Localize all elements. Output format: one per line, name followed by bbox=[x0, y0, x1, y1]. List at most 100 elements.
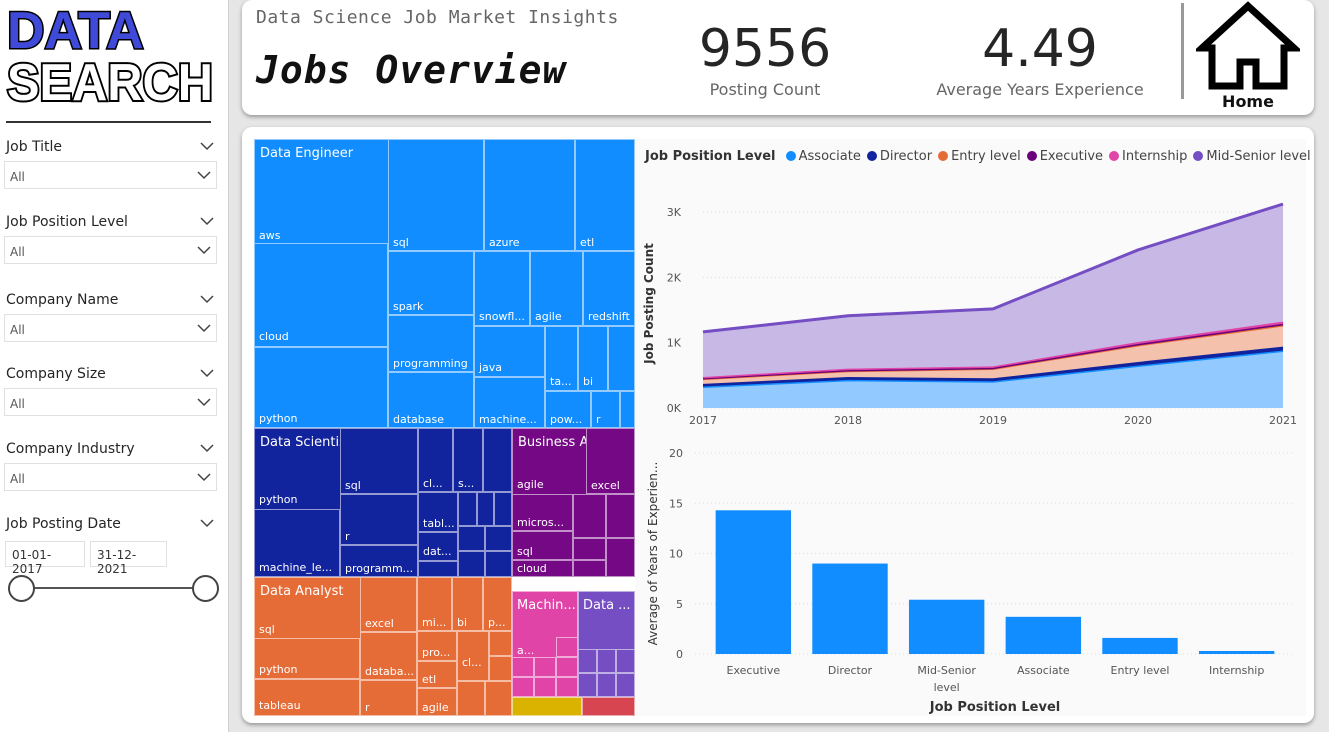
legend-item[interactable]: Executive bbox=[1026, 149, 1103, 164]
treemap-cell[interactable] bbox=[597, 649, 616, 673]
bar[interactable] bbox=[812, 563, 888, 654]
area-series[interactable] bbox=[703, 325, 1283, 384]
treemap-cell[interactable]: tabl... bbox=[418, 492, 458, 532]
start-date-input[interactable]: 01-01-2017 bbox=[5, 541, 85, 576]
treemap-cell[interactable]: micros... bbox=[512, 494, 573, 531]
treemap-cell[interactable]: p... bbox=[483, 577, 512, 631]
area-series[interactable] bbox=[703, 204, 1283, 377]
chevron-down-icon[interactable] bbox=[200, 443, 214, 453]
treemap-cell[interactable] bbox=[254, 243, 388, 347]
treemap-cell[interactable]: cloud bbox=[512, 560, 573, 577]
treemap-cell[interactable]: excel bbox=[360, 577, 417, 632]
treemap-cell[interactable]: redshift bbox=[583, 251, 635, 326]
treemap-cell[interactable]: sql bbox=[388, 139, 484, 251]
bar[interactable] bbox=[1198, 650, 1275, 654]
treemap-cell[interactable] bbox=[534, 657, 556, 677]
treemap-cell[interactable] bbox=[556, 637, 578, 657]
treemap-cell[interactable]: agile bbox=[417, 688, 457, 716]
treemap-cell[interactable]: mi... bbox=[417, 577, 452, 631]
treemap-cell[interactable] bbox=[608, 326, 635, 391]
treemap-cell[interactable] bbox=[418, 561, 458, 577]
bar[interactable] bbox=[908, 599, 985, 654]
treemap-cell[interactable]: r bbox=[340, 494, 418, 545]
treemap-cell[interactable]: s... bbox=[453, 428, 483, 492]
treemap-cell[interactable]: r bbox=[360, 680, 417, 716]
company-name-dropdown[interactable]: All bbox=[4, 314, 217, 342]
treemap-cell[interactable] bbox=[534, 677, 556, 697]
treemap-cell[interactable] bbox=[489, 631, 512, 656]
chevron-down-icon[interactable] bbox=[200, 294, 214, 304]
legend-item[interactable]: Mid-Senior level bbox=[1193, 149, 1311, 164]
treemap-cell[interactable]: sql bbox=[512, 531, 573, 560]
job-posting-area-chart[interactable]: 0K 1K 2K 3K 2017 2018 2019 2020 2021 Job Posting … bbox=[635, 139, 1306, 439]
date-slider-end-handle[interactable] bbox=[192, 575, 219, 602]
skills-treemap[interactable]: Data Engineer aws cloud python sql azure… bbox=[254, 139, 635, 716]
treemap-cell[interactable] bbox=[616, 649, 635, 673]
treemap-cell[interactable] bbox=[512, 677, 534, 697]
home-button[interactable]: Home bbox=[1192, 0, 1304, 112]
treemap-cell[interactable] bbox=[573, 560, 606, 577]
treemap-cell[interactable]: azure bbox=[484, 139, 575, 251]
legend-item[interactable]: Associate bbox=[785, 149, 861, 164]
legend-item[interactable]: Entry level bbox=[938, 149, 1021, 164]
treemap-cell[interactable]: ta... bbox=[545, 326, 578, 391]
treemap-cell[interactable]: pow... bbox=[545, 391, 591, 428]
chevron-down-icon[interactable] bbox=[200, 518, 214, 528]
treemap-cell[interactable] bbox=[512, 657, 534, 677]
company-size-dropdown[interactable]: All bbox=[4, 388, 217, 416]
treemap-cell[interactable] bbox=[556, 677, 578, 697]
treemap-cell[interactable] bbox=[458, 526, 485, 551]
treemap-cell[interactable]: bi bbox=[578, 326, 608, 391]
treemap-cell[interactable] bbox=[254, 638, 360, 679]
bar[interactable] bbox=[715, 510, 792, 654]
treemap-cell[interactable]: bi bbox=[452, 577, 483, 631]
chevron-down-icon[interactable] bbox=[200, 368, 214, 378]
treemap-cell[interactable]: dat... bbox=[418, 532, 458, 561]
treemap-cell[interactable]: etl bbox=[417, 661, 457, 688]
treemap-cell[interactable]: java bbox=[474, 326, 545, 377]
treemap-cell[interactable] bbox=[556, 657, 578, 677]
treemap-cell[interactable] bbox=[606, 494, 635, 538]
treemap-cell[interactable] bbox=[578, 673, 597, 697]
company-industry-dropdown[interactable]: All bbox=[4, 463, 217, 491]
legend-item[interactable]: Internship bbox=[1109, 149, 1187, 164]
treemap-cell[interactable] bbox=[458, 492, 477, 526]
treemap-cell[interactable] bbox=[458, 551, 485, 577]
bar[interactable] bbox=[1005, 616, 1082, 654]
treemap-cell[interactable] bbox=[254, 679, 360, 716]
treemap-cell[interactable] bbox=[477, 492, 494, 526]
chevron-down-icon[interactable] bbox=[200, 216, 214, 226]
legend-item[interactable]: Director bbox=[866, 149, 932, 164]
treemap-cell[interactable]: spark bbox=[388, 251, 474, 315]
treemap-cell[interactable] bbox=[485, 526, 512, 551]
treemap-cell[interactable] bbox=[485, 551, 512, 577]
treemap-cell[interactable]: cl... bbox=[457, 631, 489, 681]
job-position-level-dropdown[interactable]: All bbox=[4, 236, 217, 264]
treemap-cell[interactable] bbox=[606, 538, 635, 577]
treemap-cell[interactable]: programming bbox=[388, 315, 474, 372]
treemap-cell[interactable] bbox=[457, 681, 485, 716]
treemap-cell[interactable]: programm... bbox=[340, 545, 418, 577]
treemap-cell[interactable]: agile bbox=[530, 251, 583, 326]
treemap-cell[interactable]: r bbox=[591, 391, 620, 428]
treemap-cell[interactable]: database bbox=[388, 372, 474, 428]
treemap-cell[interactable]: snowfl... bbox=[474, 251, 530, 326]
treemap-cell[interactable] bbox=[616, 673, 635, 697]
treemap-cell[interactable] bbox=[578, 649, 597, 673]
treemap-cell[interactable]: cl... bbox=[418, 428, 453, 492]
treemap-group-small-yellow[interactable] bbox=[512, 697, 582, 716]
experience-bar-chart[interactable]: 0 5 10 15 20 Average of Years of Experien... E… bbox=[635, 439, 1306, 716]
end-date-input[interactable]: 31-12-2021 bbox=[90, 541, 167, 576]
treemap-cell[interactable] bbox=[597, 673, 616, 697]
treemap-cell[interactable] bbox=[620, 391, 635, 428]
treemap-cell[interactable]: etl bbox=[575, 139, 635, 251]
chevron-down-icon[interactable] bbox=[200, 141, 214, 151]
treemap-cell[interactable]: sql bbox=[340, 428, 418, 494]
treemap-cell[interactable] bbox=[494, 492, 512, 526]
treemap-group-small-red[interactable] bbox=[582, 697, 635, 716]
treemap-cell[interactable] bbox=[254, 509, 340, 577]
treemap-cell[interactable]: pro... bbox=[417, 631, 457, 661]
treemap-cell[interactable] bbox=[573, 538, 606, 560]
treemap-cell[interactable]: databa... bbox=[360, 632, 417, 680]
treemap-cell[interactable]: machine... bbox=[474, 377, 545, 428]
